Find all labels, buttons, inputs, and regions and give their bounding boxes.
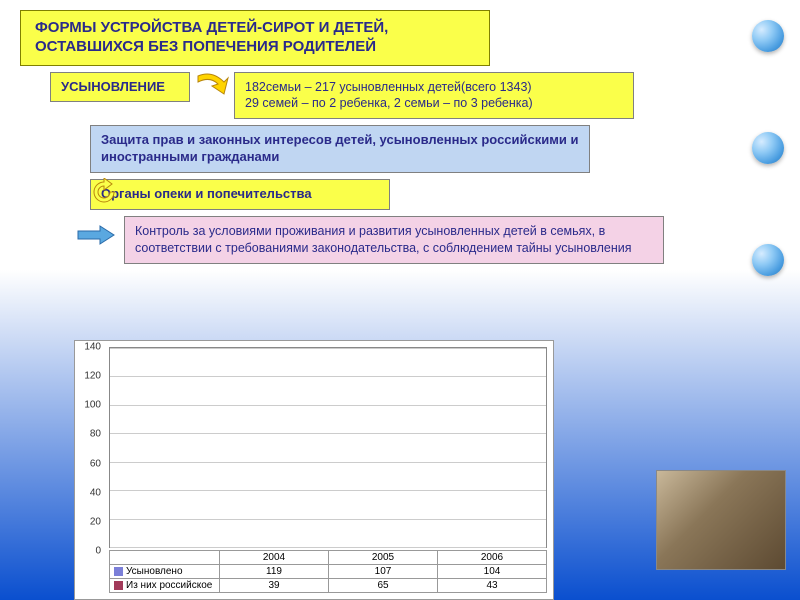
hands-photo <box>656 470 786 570</box>
stats-line2: 29 семей – по 2 ребенка, 2 семьи – по 3 … <box>245 96 533 110</box>
organs-box: Органы опеки и попечительства <box>90 179 390 210</box>
bar-chart: 020406080100120140 200420052006Усыновлен… <box>74 340 554 600</box>
sphere-icon <box>752 132 784 164</box>
adoption-box: УСЫНОВЛЕНИЕ <box>50 72 190 103</box>
sphere-icon <box>752 244 784 276</box>
chart-data-table: 200420052006Усыновлено119107104Из них ро… <box>109 550 547 593</box>
protection-box: Защита прав и законных интересов детей, … <box>90 125 590 173</box>
circle-arrow-icon <box>90 178 118 206</box>
sphere-icon <box>752 20 784 52</box>
blue-arrow-right-icon <box>76 224 116 246</box>
control-box: Контроль за условиями проживания и разви… <box>124 216 664 264</box>
sphere-column <box>752 20 784 276</box>
title-box: ФОРМЫ УСТРОЙСТВА ДЕТЕЙ-СИРОТ И ДЕТЕЙ, ОС… <box>20 10 490 66</box>
stats-line1: 182семьи – 217 усыновленных детей(всего … <box>245 80 532 94</box>
arrow-yellow-down <box>194 72 230 100</box>
stats-box: 182семьи – 217 усыновленных детей(всего … <box>234 72 634 120</box>
